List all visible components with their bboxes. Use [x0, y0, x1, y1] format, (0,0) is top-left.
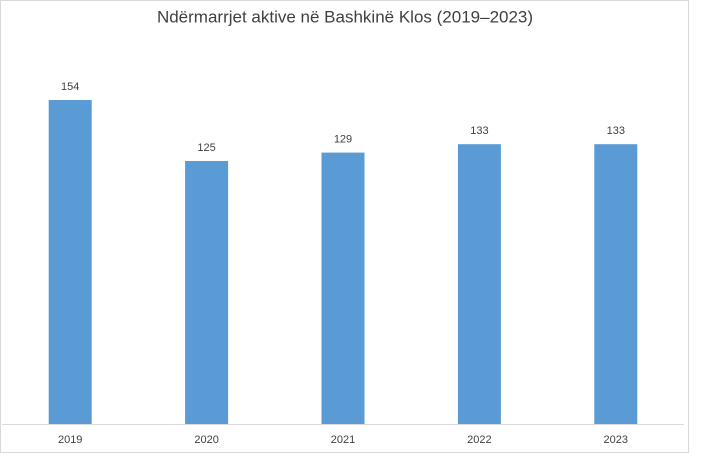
x-tick-label: 2020 — [194, 434, 218, 446]
chart-title: Ndërmarrjet aktive në Bashkinë Klos (201… — [157, 7, 533, 26]
bar — [594, 144, 638, 424]
data-label: 154 — [61, 81, 79, 93]
x-tick-label: 2022 — [467, 434, 491, 446]
data-label: 129 — [334, 134, 352, 146]
bar — [185, 161, 229, 424]
bar — [457, 144, 501, 424]
data-label: 125 — [197, 142, 215, 154]
bar — [48, 100, 92, 424]
x-tick-label: 2021 — [331, 434, 355, 446]
x-tick-label: 2023 — [604, 434, 628, 446]
bar — [321, 152, 365, 424]
data-label: 133 — [607, 125, 625, 137]
data-label: 133 — [470, 125, 488, 137]
x-tick-label: 2019 — [58, 434, 82, 446]
